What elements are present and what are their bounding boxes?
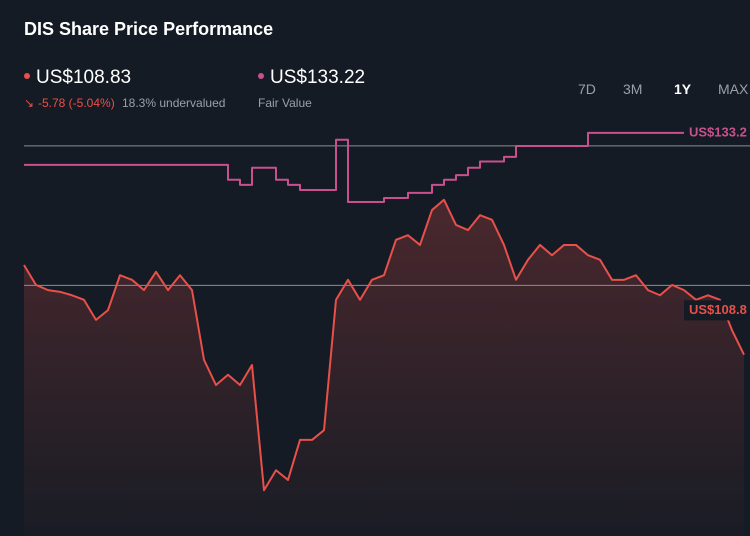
annotation-label: US$108.8 xyxy=(689,302,747,317)
fair-value: US$133.22 xyxy=(270,67,366,88)
annotation-label: US$133.2 xyxy=(689,124,747,139)
area-fill xyxy=(24,199,744,536)
range-tab[interactable]: MAX xyxy=(718,81,749,97)
title: DIS Share Price Performance xyxy=(24,19,274,39)
price: US$108.83 xyxy=(36,67,132,88)
price-line xyxy=(23,198,745,492)
annotation-box xyxy=(684,300,750,321)
price-change: -5.78 (-5.04%) xyxy=(38,96,115,110)
valuation: 18.3% undervalued xyxy=(122,96,226,110)
change-arrow: ↘ xyxy=(24,96,35,110)
fair-value-label: Fair Value xyxy=(258,96,312,110)
range-tab[interactable]: 3M xyxy=(623,81,643,97)
range-tab[interactable]: 1Y xyxy=(674,81,692,97)
price-dot xyxy=(24,73,30,79)
fair-value-line xyxy=(24,131,744,204)
range-tab[interactable]: 7D xyxy=(578,81,596,97)
annotation-box xyxy=(684,122,750,143)
fair-dot xyxy=(258,73,264,79)
